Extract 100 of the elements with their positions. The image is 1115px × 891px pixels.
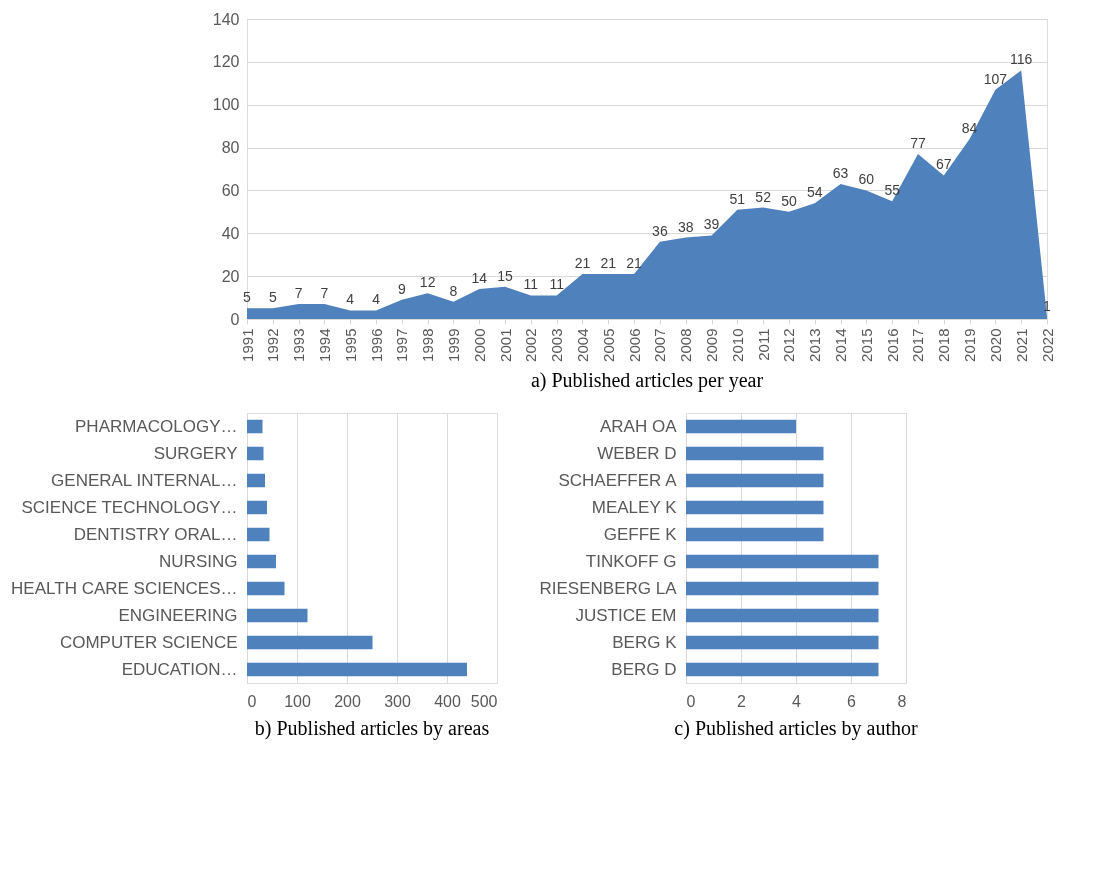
x-tick-label: 1999 — [444, 328, 462, 362]
data-label: 107 — [983, 70, 1008, 87]
y-tick-label: 80 — [221, 139, 240, 157]
data-label: 50 — [781, 192, 797, 209]
x-tick-label: 2004 — [573, 328, 591, 362]
x-tick-label: 2017 — [909, 328, 927, 362]
y-tick-label: 40 — [221, 224, 240, 242]
data-label: 14 — [471, 270, 488, 286]
y-tick-label: 100 — [212, 96, 240, 114]
x-tick-label: 0 — [686, 692, 696, 710]
data-label: 67 — [935, 156, 952, 173]
x-tick-label: 1996 — [367, 328, 385, 362]
x-tick-label: 2007 — [651, 328, 669, 362]
data-label: 54 — [806, 184, 823, 201]
data-label: 21 — [626, 255, 643, 271]
data-label: 12 — [419, 274, 436, 291]
x-tick-label: 2016 — [883, 328, 901, 362]
data-label: 63 — [832, 165, 849, 181]
x-tick-label: 1995 — [341, 328, 359, 362]
y-tick-label: COMPUTER SCIENCE — [59, 632, 238, 652]
y-tick-label: SCIENCE TECHNOLOGY… — [21, 497, 238, 517]
y-tick-label: ARAH OA — [599, 416, 678, 436]
data-label: 52 — [755, 188, 772, 205]
x-tick-label: 1998 — [419, 328, 437, 362]
y-tick-label: 120 — [212, 53, 240, 71]
y-tick-label: NURSING — [159, 551, 238, 571]
x-tick-label: 2010 — [728, 328, 746, 362]
data-label: 21 — [600, 255, 617, 271]
y-tick-label: BERG D — [611, 659, 677, 679]
y-tick-label: JUSTICE EM — [575, 605, 677, 625]
y-tick-label: GEFFE K — [603, 524, 678, 544]
data-label: 15 — [497, 267, 514, 284]
text: c) Published articles by author — [674, 717, 918, 740]
x-tick-label: 2000 — [470, 328, 488, 362]
x-tick-label: 2012 — [780, 328, 798, 362]
x-tick-label: 0 — [247, 692, 257, 710]
data-label: 77 — [910, 135, 926, 151]
y-tick-label: TINKOFF G — [585, 551, 677, 571]
y-tick-label: RIESENBERG LA — [539, 578, 678, 598]
data-label: 7 — [294, 285, 303, 301]
y-tick-label: 20 — [221, 267, 240, 285]
x-tick-label: 2013 — [806, 328, 824, 362]
x-tick-label: 2 — [737, 692, 747, 710]
x-tick-label: 2006 — [625, 328, 643, 362]
y-tick-label: BERG K — [612, 632, 678, 652]
y-tick-label: GENERAL INTERNAL… — [51, 470, 238, 490]
y-tick-label: DENTISTRY ORAL… — [73, 524, 238, 544]
data-label: 116 — [1010, 51, 1033, 68]
x-tick-label: 6 — [847, 692, 857, 710]
data-label: 4 — [346, 291, 355, 308]
y-tick-label: EDUCATION… — [121, 659, 238, 679]
y-tick-label: WEBER D — [597, 443, 677, 463]
x-tick-label: 2003 — [548, 328, 566, 362]
x-tick-label: 2015 — [857, 328, 875, 362]
x-tick-label: 200 — [334, 692, 361, 710]
x-tick-label: 8 — [897, 692, 907, 710]
x-tick-label: 2001 — [496, 328, 514, 362]
data-label: 5 — [268, 289, 277, 306]
data-label: 36 — [652, 222, 668, 239]
x-tick-label: 2022 — [1038, 328, 1056, 362]
data-label: 55 — [884, 182, 901, 199]
y-tick-label: ENGINEERING — [118, 605, 238, 625]
x-tick-label: 2019 — [961, 328, 979, 362]
y-tick-label: SCHAEFFER A — [558, 470, 678, 490]
x-tick-label: 2008 — [677, 328, 695, 362]
data-label: 39 — [703, 216, 720, 233]
data-label: 21 — [574, 255, 591, 271]
x-tick-label: 2018 — [935, 328, 953, 362]
x-tick-label: 1997 — [393, 328, 411, 362]
x-tick-label: 1993 — [290, 328, 308, 362]
data-label: 5 — [243, 289, 252, 306]
y-tick-label: PHARMACOLOGY… — [75, 416, 238, 436]
data-label: 9 — [397, 280, 406, 297]
y-tick-label: MEALEY K — [591, 497, 678, 517]
x-tick-label: 1994 — [315, 328, 333, 362]
x-tick-label: 300 — [384, 692, 411, 710]
y-tick-label: 0 — [230, 310, 240, 328]
data-label: 4 — [372, 291, 381, 308]
data-label: 8 — [449, 282, 458, 299]
x-tick-label: 2021 — [1012, 328, 1030, 362]
data-label: 38 — [677, 218, 694, 235]
x-tick-label: 2020 — [986, 328, 1004, 362]
x-tick-label: 2011 — [754, 328, 772, 361]
data-label: 7 — [320, 285, 329, 301]
text: b) Published articles by areas — [254, 717, 490, 740]
x-tick-label: 500 — [470, 692, 498, 710]
data-label: 51 — [729, 190, 746, 207]
y-tick-label: 60 — [221, 181, 240, 199]
x-tick-label: 2014 — [832, 328, 850, 362]
text: a) Published articles per year — [530, 369, 764, 393]
y-tick-label: HEALTH CARE SCIENCES… — [11, 578, 238, 598]
x-tick-label: 1991 — [238, 328, 256, 362]
x-tick-label: 400 — [434, 692, 461, 710]
x-tick-label: 2009 — [703, 328, 721, 362]
x-tick-label: 2005 — [599, 328, 617, 362]
data-label: 84 — [961, 120, 978, 136]
x-tick-label: 100 — [284, 692, 311, 710]
x-tick-label: 1992 — [264, 328, 282, 362]
x-tick-label: 4 — [792, 692, 802, 710]
data-label: 11 — [549, 276, 565, 293]
